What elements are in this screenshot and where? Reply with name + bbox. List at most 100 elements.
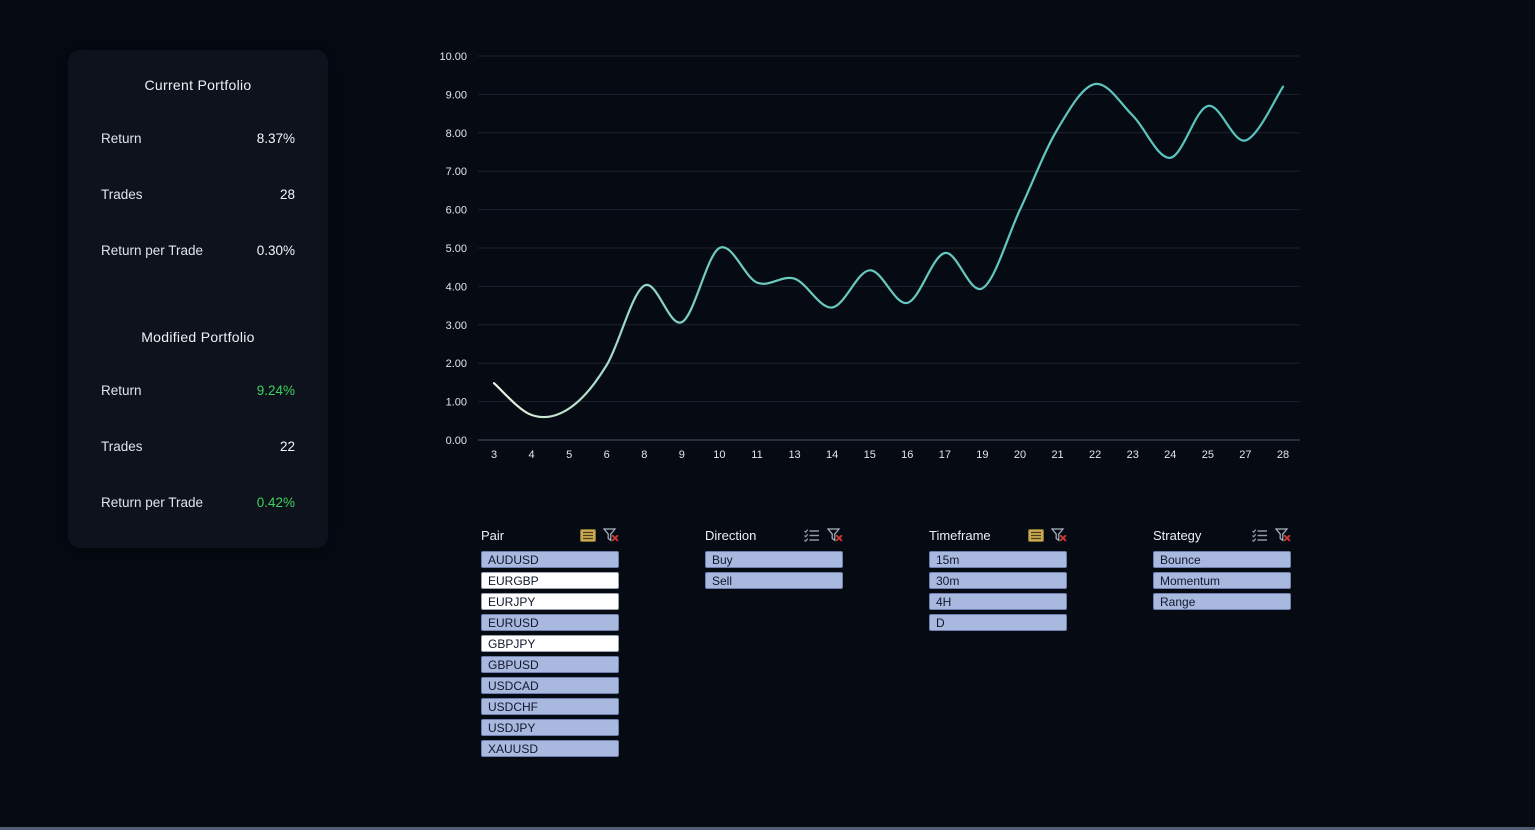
y-axis-label: 5.00 <box>446 243 467 255</box>
slicer-item-usdcad[interactable]: USDCAD <box>481 677 619 694</box>
x-axis-label: 28 <box>1277 449 1289 461</box>
stat-label: Return per Trade <box>101 243 204 258</box>
stat-value: 28 <box>279 187 295 202</box>
modified-portfolio-rows: Return 9.24% Trades 22 Return per Trade 0.42% <box>68 383 328 511</box>
slicer-item-gbpjpy[interactable]: GBPJPY <box>481 635 619 652</box>
x-axis-label: 21 <box>1051 449 1063 461</box>
slicer-item-30m[interactable]: 30m <box>929 572 1067 589</box>
slicer-item-range[interactable]: Range <box>1153 593 1291 610</box>
clear-filter-icon[interactable] <box>1051 528 1067 542</box>
stat-value: 0.30% <box>256 243 295 258</box>
current-portfolio-title: Current Portfolio <box>144 77 252 93</box>
slicer-item-gbpusd[interactable]: GBPUSD <box>481 656 619 673</box>
stat-label: Return per Trade <box>101 495 204 510</box>
y-axis-label: 1.00 <box>446 397 467 409</box>
x-axis-label: 15 <box>864 449 876 461</box>
slicer-direction: Direction Buy Sell <box>705 526 843 761</box>
slicer-item-usdchf[interactable]: USDCHF <box>481 698 619 715</box>
bottom-window-edge <box>0 827 1535 830</box>
stat-value: 0.42% <box>256 495 295 510</box>
x-axis-label: 6 <box>604 449 610 461</box>
slicer-title: Strategy <box>1153 527 1202 543</box>
slicer-item-buy[interactable]: Buy <box>705 551 843 568</box>
slicer-header-icons <box>580 528 619 542</box>
equity-chart: 0.00 1.00 2.00 3.00 4.00 5.00 6.00 7.00 8.00 9.00… <box>430 40 1310 470</box>
slicer-item-audusd[interactable]: AUDUSD <box>481 551 619 568</box>
slicer-item-bounce[interactable]: Bounce <box>1153 551 1291 568</box>
x-axis-label: 20 <box>1014 449 1026 461</box>
checklist-icon[interactable] <box>1028 528 1044 542</box>
x-axis-label: 8 <box>641 449 647 461</box>
stat-value: 9.24% <box>256 383 295 398</box>
slicer-item-eurjpy[interactable]: EURJPY <box>481 593 619 610</box>
x-axis-label: 9 <box>679 449 685 461</box>
stat-row-trades: Trades 22 <box>101 439 295 455</box>
x-axis-label: 24 <box>1164 449 1176 461</box>
slicer-items: AUDUSD EURGBP EURJPY EURUSD GBPJPY GBPUSD USDC… <box>481 551 619 757</box>
x-axis-label: 17 <box>939 449 951 461</box>
slicer-item-sell[interactable]: Sell <box>705 572 843 589</box>
stat-row-return-per-trade: Return per Trade 0.30% <box>101 243 295 259</box>
equity-chart-svg: 0.00 1.00 2.00 3.00 4.00 5.00 6.00 7.00 8.00 9.00… <box>439 51 1300 461</box>
checklist-icon[interactable] <box>1252 528 1268 542</box>
checklist-icon[interactable] <box>580 528 596 542</box>
x-axis-label: 4 <box>529 449 535 461</box>
clear-filter-icon[interactable] <box>827 528 843 542</box>
y-axis-label: 6.00 <box>446 205 467 217</box>
stat-label: Trades <box>101 187 143 202</box>
y-axis-label: 9.00 <box>446 89 467 101</box>
equity-line <box>492 82 1285 419</box>
slicer-header-icons <box>804 528 843 542</box>
slicer-item-eurgbp[interactable]: EURGBP <box>481 572 619 589</box>
y-axis-label: 7.00 <box>446 166 467 178</box>
y-axis-label: 2.00 <box>446 358 467 370</box>
stat-label: Trades <box>101 439 143 454</box>
slicer-header: Timeframe <box>929 526 1067 544</box>
x-axis-label: 3 <box>491 449 497 461</box>
y-axis-label: 10.00 <box>439 51 467 63</box>
slicer-pair: Pair AUDUSD EURGBP EURJPY EURUSD GBPJPY GBPUSD… <box>481 526 619 761</box>
slicer-timeframe: Timeframe 15m 30m 4H D <box>929 526 1067 761</box>
portfolio-card: Current Portfolio Return 8.37% Trades 28 Ret… <box>68 50 328 548</box>
slicer-header: Pair <box>481 526 619 544</box>
slicer-item-d[interactable]: D <box>929 614 1067 631</box>
slicer-header-icons <box>1028 528 1067 542</box>
x-axis-label: 10 <box>713 449 725 461</box>
slicer-item-15m[interactable]: 15m <box>929 551 1067 568</box>
slicer-item-momentum[interactable]: Momentum <box>1153 572 1291 589</box>
slicer-item-xauusd[interactable]: XAUUSD <box>481 740 619 757</box>
modified-portfolio-title: Modified Portfolio <box>141 329 255 345</box>
stat-value: 8.37% <box>256 131 295 146</box>
clear-filter-icon[interactable] <box>1275 528 1291 542</box>
x-axis-label: 13 <box>788 449 800 461</box>
x-axis-label: 16 <box>901 449 913 461</box>
x-axis-label: 25 <box>1202 449 1214 461</box>
checklist-icon[interactable] <box>804 528 820 542</box>
stat-label: Return <box>101 131 142 146</box>
slicer-items: 15m 30m 4H D <box>929 551 1067 631</box>
y-axis-label: 3.00 <box>446 320 467 332</box>
slicer-title: Timeframe <box>929 527 991 543</box>
stat-row-return: Return 9.24% <box>101 383 295 399</box>
slicer-item-eurusd[interactable]: EURUSD <box>481 614 619 631</box>
x-axis-label: 23 <box>1127 449 1139 461</box>
slicer-header: Direction <box>705 526 843 544</box>
stat-label: Return <box>101 383 142 398</box>
slicer-item-usdjpy[interactable]: USDJPY <box>481 719 619 736</box>
current-portfolio-rows: Return 8.37% Trades 28 Return per Trade 0.30% <box>68 131 328 259</box>
slicer-item-4h[interactable]: 4H <box>929 593 1067 610</box>
stat-row-return: Return 8.37% <box>101 131 295 147</box>
slicer-header: Strategy <box>1153 526 1291 544</box>
stat-row-return-per-trade: Return per Trade 0.42% <box>101 495 295 511</box>
stat-row-trades: Trades 28 <box>101 187 295 203</box>
x-axis-label: 11 <box>751 449 762 461</box>
x-axis-label: 22 <box>1089 449 1101 461</box>
clear-filter-icon[interactable] <box>603 528 619 542</box>
slicer-items: Bounce Momentum Range <box>1153 551 1291 610</box>
y-axis-label: 4.00 <box>446 281 467 293</box>
x-axis-label: 5 <box>566 449 572 461</box>
slicer-row: Pair AUDUSD EURGBP EURJPY EURUSD GBPJPY GBPUSD… <box>481 526 1291 761</box>
stat-value: 22 <box>279 439 295 454</box>
y-axis-label: 0.00 <box>446 435 467 447</box>
